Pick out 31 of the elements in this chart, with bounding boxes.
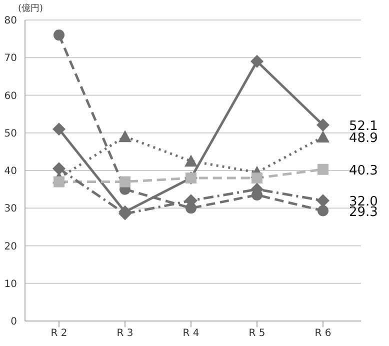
data-label: 40.3 (349, 163, 378, 178)
y-tick-label: 50 (4, 128, 17, 140)
y-axis-title: (億円) (18, 2, 44, 15)
point (318, 205, 328, 216)
point (318, 164, 328, 175)
point (52, 162, 66, 176)
y-tick-label: 70 (4, 53, 17, 64)
point (54, 176, 64, 188)
y-tick-label: 30 (4, 204, 17, 215)
x-tick-label: R 2 (50, 328, 68, 340)
point (316, 130, 330, 143)
point (250, 54, 264, 68)
y-tick-label: 60 (4, 90, 17, 102)
x-tick-label: R 6 (314, 328, 332, 340)
point (316, 118, 330, 132)
point (252, 172, 262, 184)
data-label: 48.9 (349, 131, 378, 146)
x-tick-label: R 5 (248, 328, 266, 340)
y-tick-label: 0 (10, 316, 17, 328)
point (120, 176, 130, 188)
point (118, 130, 132, 142)
point (54, 30, 64, 41)
y-tick-label: 20 (4, 241, 17, 252)
y-tick-label: 10 (4, 278, 17, 290)
x-tick-label: R 3 (116, 328, 134, 340)
y-tick-label: 80 (4, 16, 17, 27)
point (316, 194, 330, 208)
point (184, 154, 198, 167)
x-tick-label: R 4 (182, 328, 200, 340)
point (52, 122, 66, 136)
y-tick-label: 40 (4, 166, 17, 178)
